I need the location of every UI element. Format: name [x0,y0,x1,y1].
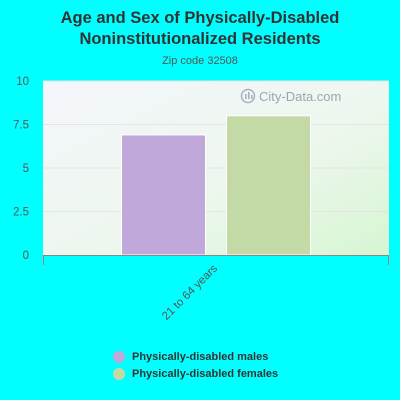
watermark-text: City-Data.com [259,89,341,104]
watermark: City-Data.com [240,88,341,104]
y-axis-ticks: 0 2.5 5 7.5 10 [13,76,29,262]
chart-title-line-1: Age and Sex of Physically-Disabled [60,9,340,27]
bar-males [121,134,206,256]
grid-lines [43,80,389,212]
legend: Physically-disabled males Physically-dis… [113,349,278,383]
legend-item-males: Physically-disabled males [113,349,278,365]
y-tick-label: 10 [16,76,29,88]
chart-title-line-2: Noninstitutionalized Residents [79,30,321,48]
legend-item-females: Physically-disabled females [113,366,278,382]
chart-subtitle: Zip code 32508 [162,55,238,67]
x-axis-ticks: 21 to 64 years [160,262,220,322]
legend-label-females: Physically-disabled females [132,368,279,380]
y-tick-label: 5 [23,163,29,175]
watermark-logo-icon [240,88,256,104]
x-axis [43,255,389,265]
y-tick-label: 2.5 [13,207,29,219]
chart-title: Age and Sex of Physically-Disabled Nonin… [0,8,400,50]
legend-swatch-females [113,368,125,380]
legend-swatch-males [113,351,125,363]
bar-females [226,115,311,256]
x-tick-label: 21 to 64 years [160,262,220,322]
bars [121,115,311,256]
y-tick-label: 7.5 [13,120,29,132]
y-tick-label: 0 [23,250,29,262]
legend-label-males: Physically-disabled males [132,351,269,363]
